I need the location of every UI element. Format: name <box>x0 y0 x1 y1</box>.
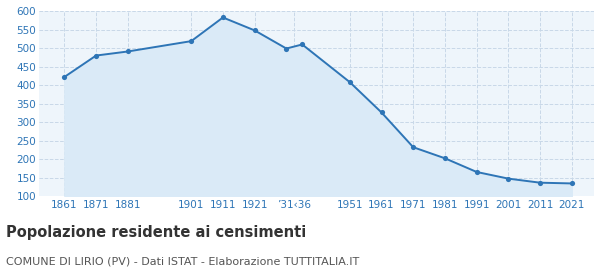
Point <box>535 180 545 185</box>
Point <box>503 176 513 181</box>
Point <box>298 42 307 47</box>
Point <box>440 156 450 160</box>
Point <box>59 75 69 79</box>
Point <box>187 39 196 43</box>
Point <box>218 15 228 20</box>
Text: Popolazione residente ai censimenti: Popolazione residente ai censimenti <box>6 225 306 241</box>
Point <box>409 145 418 150</box>
Point <box>377 110 386 115</box>
Point <box>250 28 259 33</box>
Point <box>123 49 133 54</box>
Point <box>281 46 291 51</box>
Point <box>567 181 577 186</box>
Point <box>472 170 481 174</box>
Text: COMUNE DI LIRIO (PV) - Dati ISTAT - Elaborazione TUTTITALIA.IT: COMUNE DI LIRIO (PV) - Dati ISTAT - Elab… <box>6 256 359 266</box>
Point <box>345 80 355 84</box>
Point <box>91 53 101 58</box>
